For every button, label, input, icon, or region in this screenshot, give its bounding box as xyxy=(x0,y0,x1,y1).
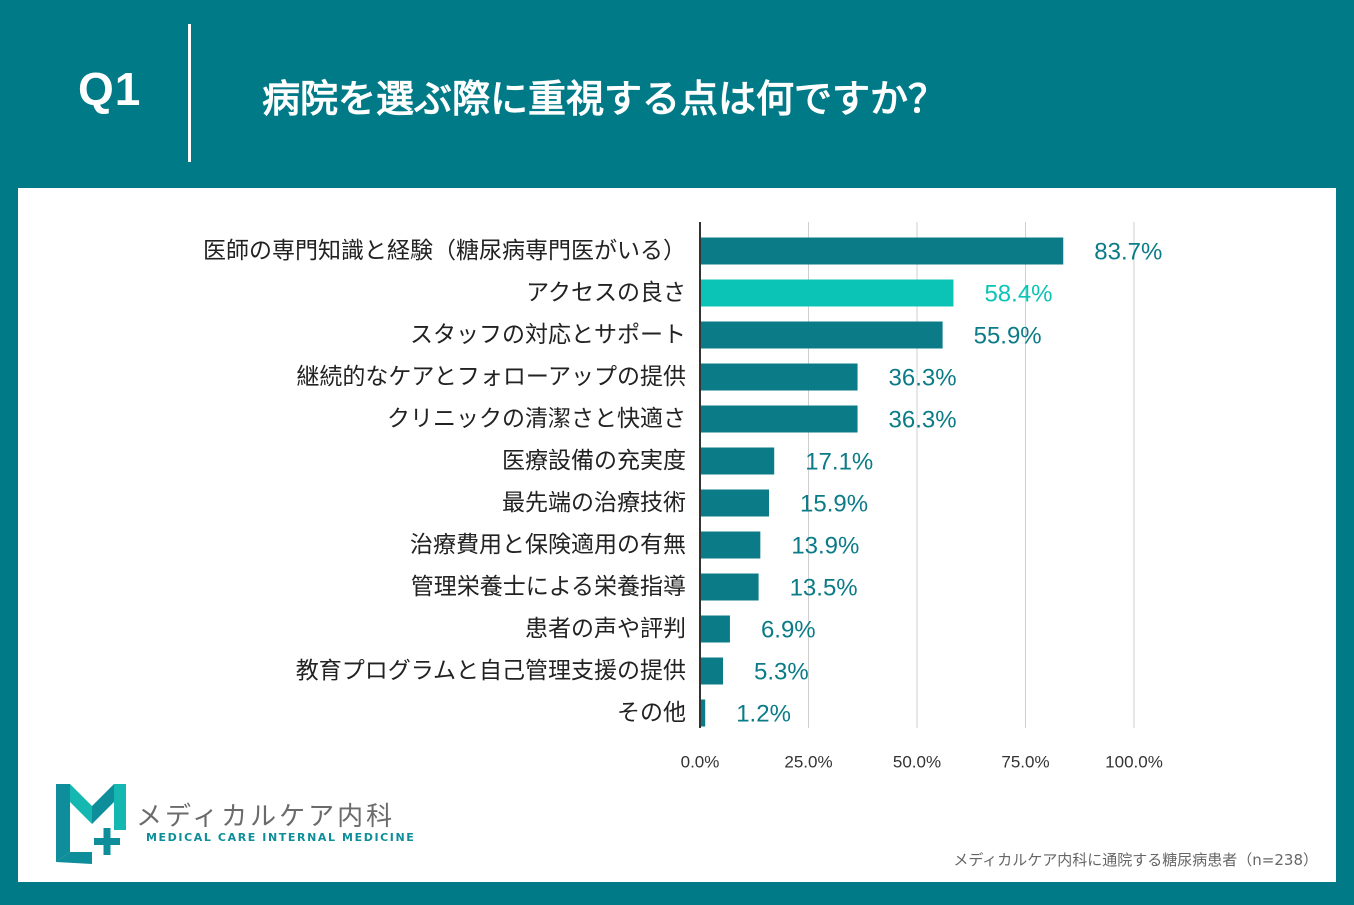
x-tick-label: 25.0% xyxy=(784,753,832,772)
x-tick-label: 0.0% xyxy=(681,753,720,772)
category-label: 患者の声や評判 xyxy=(525,616,686,642)
value-label: 36.3% xyxy=(889,407,957,434)
value-label: 13.9% xyxy=(791,533,859,560)
value-label: 58.4% xyxy=(984,281,1052,308)
category-label: クリニックの清潔さと快適さ xyxy=(387,406,686,432)
bar xyxy=(700,447,775,475)
category-label: 管理栄養士による栄養指導 xyxy=(411,574,686,600)
value-label: 13.5% xyxy=(790,575,858,602)
bar xyxy=(700,531,761,559)
value-label: 15.9% xyxy=(800,491,868,518)
value-label: 6.9% xyxy=(761,617,816,644)
bar xyxy=(700,237,1064,265)
bar xyxy=(700,573,759,601)
value-label: 55.9% xyxy=(974,323,1042,350)
x-tick-label: 50.0% xyxy=(893,753,941,772)
bar xyxy=(700,363,858,391)
bar xyxy=(700,657,724,685)
question-number: Q1 xyxy=(78,63,142,115)
category-label: アクセスの良さ xyxy=(526,280,686,306)
value-label: 5.3% xyxy=(754,659,809,686)
x-tick-label: 75.0% xyxy=(1001,753,1049,772)
category-label: その他 xyxy=(617,700,686,726)
header: Q1 病院を選ぶ際に重視する点は何ですか？ xyxy=(0,0,1354,188)
category-label: 教育プログラムと自己管理支援の提供 xyxy=(296,658,686,684)
category-label: 継続的なケアとフォローアップの提供 xyxy=(296,364,686,390)
bar xyxy=(700,699,706,727)
bar xyxy=(700,405,858,433)
value-label: 83.7% xyxy=(1094,239,1162,266)
bar xyxy=(700,279,954,307)
x-tick-label: 100.0% xyxy=(1105,753,1163,772)
logo-name: メディカルケア内科 xyxy=(136,802,396,832)
value-label: 36.3% xyxy=(889,365,957,392)
header-divider xyxy=(188,24,191,162)
bar xyxy=(700,321,943,349)
bar xyxy=(700,489,770,517)
source-note: メディカルケア内科に通院する糖尿病患者（n=238） xyxy=(953,851,1318,869)
value-label: 1.2% xyxy=(736,701,791,728)
category-label: 医療設備の充実度 xyxy=(502,448,686,474)
category-label: 医師の専門知識と経験（糖尿病専門医がいる） xyxy=(203,238,686,264)
value-label: 17.1% xyxy=(805,449,873,476)
chart-panel: 医師の専門知識と経験（糖尿病専門医がいる） 83.7% アクセスの良さ 58.4% スタ… xyxy=(18,188,1336,882)
bar xyxy=(700,615,730,643)
medical-care-logo-icon xyxy=(56,784,126,864)
question-title: 病院を選ぶ際に重視する点は何ですか？ xyxy=(262,77,947,121)
category-label: 最先端の治療技術 xyxy=(502,490,686,516)
logo-subtitle: MEDICAL CARE INTERNAL MEDICINE xyxy=(146,831,416,844)
category-label: スタッフの対応とサポート xyxy=(410,322,686,348)
bar-chart: 医師の専門知識と経験（糖尿病専門医がいる） 83.7% アクセスの良さ 58.4% スタ… xyxy=(203,222,1163,772)
category-label: 治療費用と保険適用の有無 xyxy=(410,532,686,558)
